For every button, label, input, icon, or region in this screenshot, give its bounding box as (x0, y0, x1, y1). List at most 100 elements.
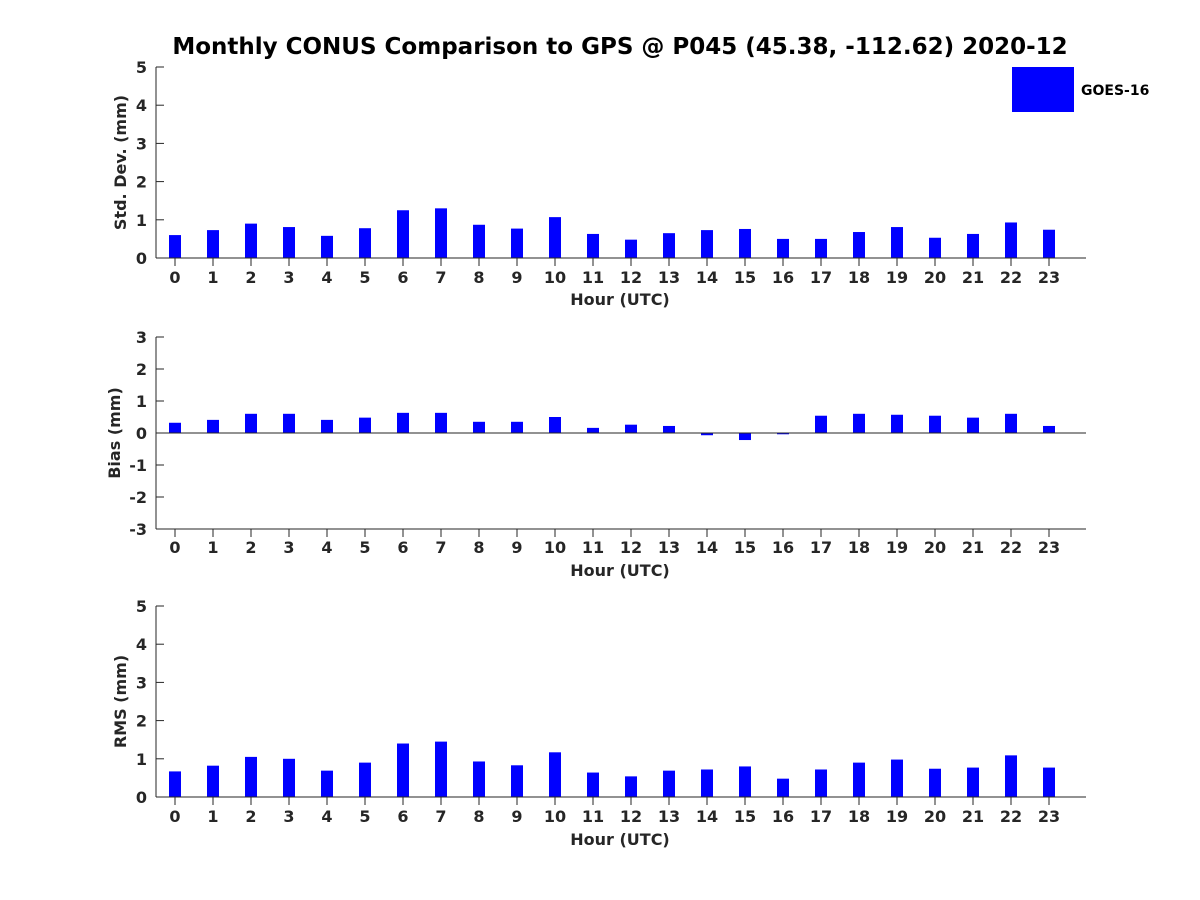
rms-xtick-label: 9 (511, 807, 522, 826)
std-ytick-label: 0 (136, 249, 147, 268)
std-xtick-label: 8 (473, 268, 484, 287)
bias-bar-23 (1043, 425, 1055, 433)
bias-xtick-label: 9 (511, 538, 522, 557)
bias-ytick-label: 0 (136, 424, 147, 443)
rms-bar-17 (815, 769, 827, 797)
bias-bar-11 (587, 427, 599, 433)
rms-xtick-label: 13 (658, 807, 680, 826)
rms-xtick-label: 6 (397, 807, 408, 826)
rms-xlabel: Hour (UTC) (570, 830, 670, 849)
bias-ytick-label: -1 (129, 456, 147, 475)
std-bar-18 (853, 232, 865, 258)
bias-bar-12 (625, 424, 637, 433)
bias-ytick-label: 1 (136, 392, 147, 411)
rms-xtick-label: 18 (848, 807, 870, 826)
bias-ytick-label: 3 (136, 328, 147, 347)
bias-xlabel: Hour (UTC) (570, 561, 670, 580)
rms-xtick-label: 20 (924, 807, 946, 826)
std-xtick-label: 2 (245, 268, 256, 287)
rms-xtick-label: 5 (359, 807, 370, 826)
std-xtick-label: 3 (283, 268, 294, 287)
legend-label: GOES-16 (1081, 83, 1149, 99)
std-bar-12 (625, 239, 637, 258)
bias-bar-2 (245, 413, 257, 433)
rms-ytick-label: 0 (136, 788, 147, 807)
std-xtick-label: 15 (734, 268, 756, 287)
std-ytick-label: 5 (136, 58, 147, 77)
bias-bar-20 (929, 415, 941, 433)
bias-xtick-label: 3 (283, 538, 294, 557)
bias-bar-16 (777, 433, 789, 435)
bias-bar-13 (663, 425, 675, 433)
std-bar-6 (397, 210, 409, 258)
bias-xtick-label: 10 (544, 538, 566, 557)
bias-xtick-label: 22 (1000, 538, 1022, 557)
std-xtick-label: 13 (658, 268, 680, 287)
std-xtick-label: 12 (620, 268, 642, 287)
rms-bar-14 (701, 769, 713, 797)
std-xtick-label: 10 (544, 268, 566, 287)
bias-xtick-label: 16 (772, 538, 794, 557)
bias-ytick-label: -2 (129, 488, 147, 507)
rms-bar-19 (891, 759, 903, 797)
bias-xtick-label: 0 (169, 538, 180, 557)
bias-xtick-label: 4 (321, 538, 332, 557)
bias-bar-19 (891, 414, 903, 433)
legend: GOES-16 (1012, 67, 1149, 112)
rms-bar-9 (511, 765, 523, 797)
rms-xtick-label: 17 (810, 807, 832, 826)
bias-xtick-label: 20 (924, 538, 946, 557)
rms-xtick-label: 10 (544, 807, 566, 826)
bias-xtick-label: 17 (810, 538, 832, 557)
rms-xtick-label: 2 (245, 807, 256, 826)
rms-xtick-label: 23 (1038, 807, 1060, 826)
bias-bar-17 (815, 415, 827, 433)
std-ytick-label: 3 (136, 134, 147, 153)
rms-ytick-label: 4 (136, 635, 147, 654)
std-bar-14 (701, 230, 713, 258)
rms-bar-12 (625, 776, 637, 797)
std-bar-16 (777, 238, 789, 258)
std-ytick-label: 2 (136, 173, 147, 192)
std-xtick-label: 1 (207, 268, 218, 287)
bias-xtick-label: 5 (359, 538, 370, 557)
bias-bar-6 (397, 412, 409, 433)
bias-xtick-label: 6 (397, 538, 408, 557)
std-bar-9 (511, 228, 523, 258)
rms-bar-21 (967, 767, 979, 797)
rms-xtick-label: 16 (772, 807, 794, 826)
bias-bar-1 (207, 419, 219, 433)
std-bar-1 (207, 230, 219, 258)
bias-xtick-label: 1 (207, 538, 218, 557)
rms-bar-7 (435, 741, 447, 797)
chart-title: Monthly CONUS Comparison to GPS @ P045 (… (172, 34, 1067, 60)
std-ylabel: Std. Dev. (mm) (111, 95, 130, 230)
std-bar-23 (1043, 229, 1055, 258)
std-xtick-label: 11 (582, 268, 604, 287)
std-bar-3 (283, 227, 295, 258)
bias-xtick-label: 23 (1038, 538, 1060, 557)
bias-bar-10 (549, 417, 561, 433)
rms-ytick-label: 3 (136, 673, 147, 692)
std-bar-8 (473, 224, 485, 258)
bias-xtick-label: 13 (658, 538, 680, 557)
bias-bar-0 (169, 422, 181, 433)
bias-xtick-label: 2 (245, 538, 256, 557)
bias-xtick-label: 8 (473, 538, 484, 557)
std-bar-15 (739, 228, 751, 258)
rms-xtick-label: 8 (473, 807, 484, 826)
bias-xtick-label: 7 (435, 538, 446, 557)
rms-xtick-label: 3 (283, 807, 294, 826)
bias-bar-14 (701, 433, 713, 436)
bias-bar-9 (511, 421, 523, 433)
rms-bar-6 (397, 743, 409, 797)
bias-ylabel: Bias (mm) (105, 387, 124, 479)
std-bar-2 (245, 223, 257, 258)
rms-xtick-label: 4 (321, 807, 332, 826)
std-xtick-label: 20 (924, 268, 946, 287)
std-ytick-label: 4 (136, 96, 147, 115)
std-bar-17 (815, 238, 827, 258)
std-xtick-label: 17 (810, 268, 832, 287)
